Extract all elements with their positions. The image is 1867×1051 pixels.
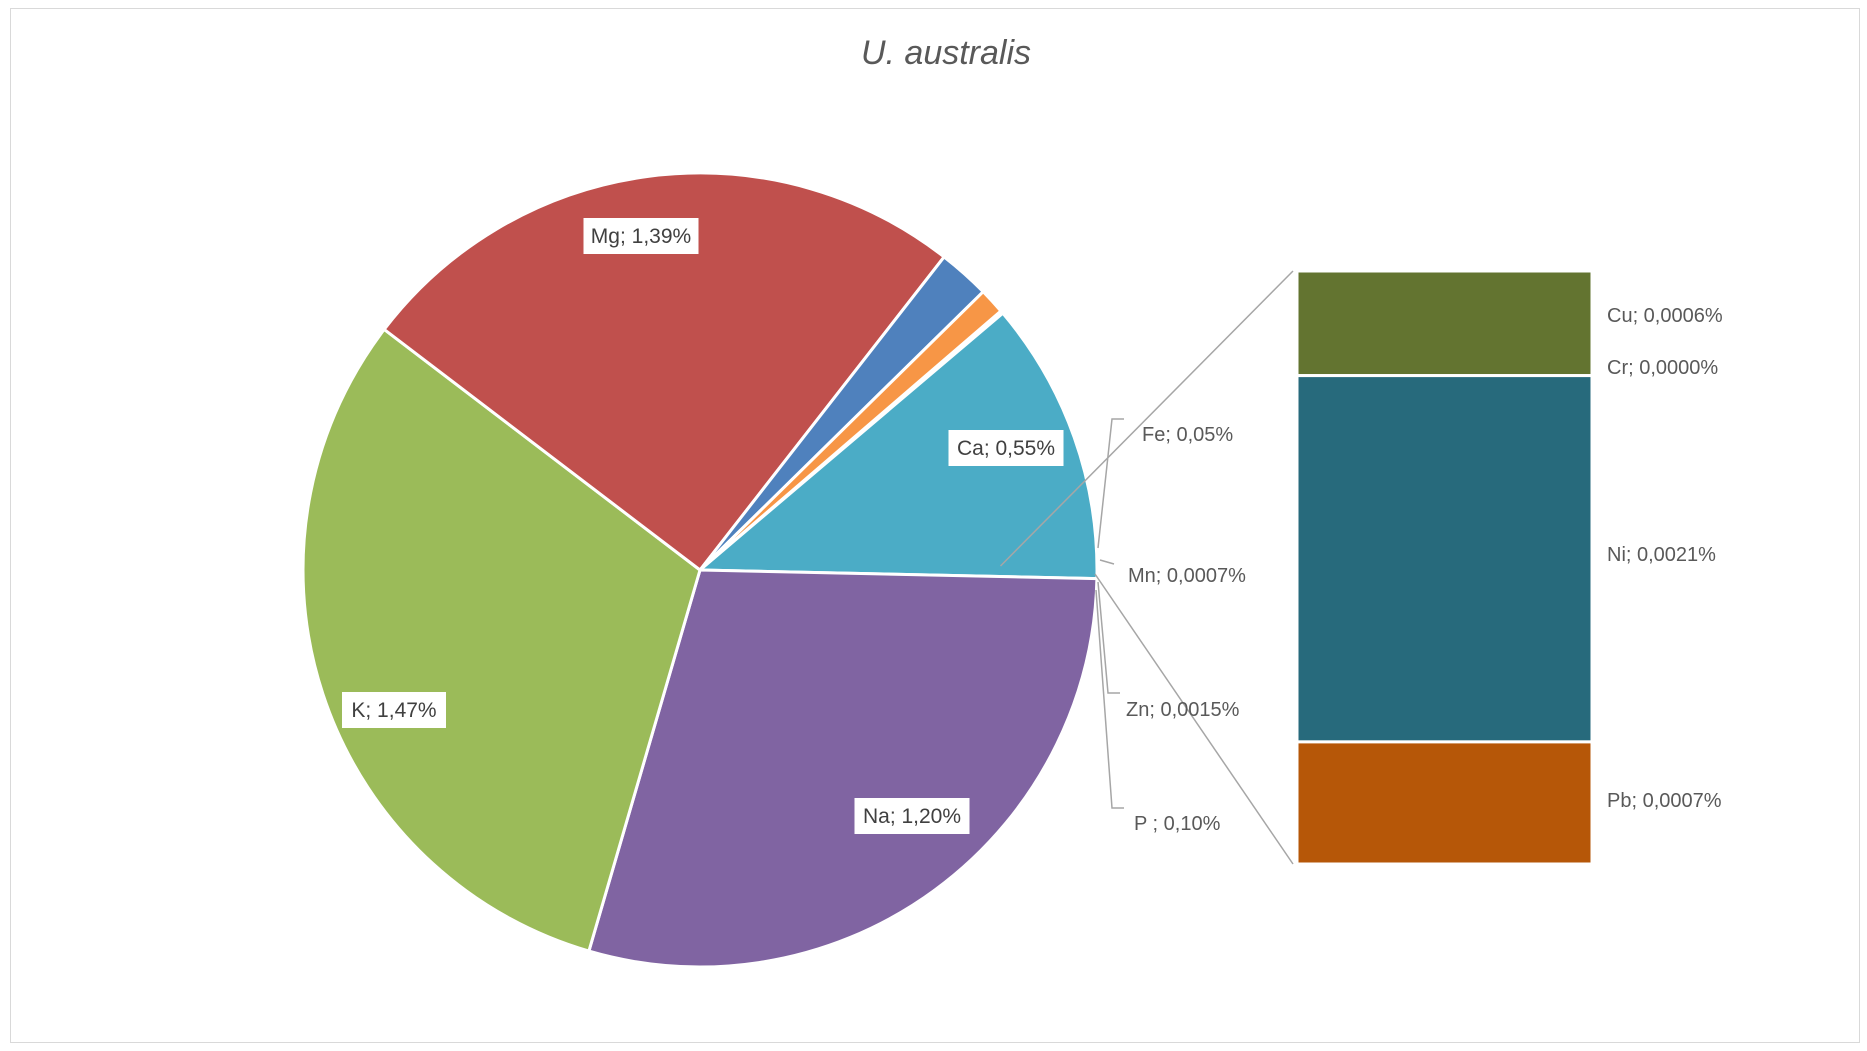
- bar-segment-cu: [1295, 269, 1594, 378]
- pie-slice-k: [301, 327, 702, 953]
- connector-group: [999, 270, 1294, 865]
- data-label-mn: Mn; 0,0007%: [1128, 565, 1246, 587]
- pie-slice-mg: [587, 568, 1099, 969]
- pie-slice-na: [382, 171, 947, 573]
- leader-line-fe: [1097, 418, 1124, 549]
- leader-line-mn: [1099, 559, 1115, 565]
- label-group: Ca; 0,55% Mg; 1,39% K; 1,47% Na; 1,20% Fe; 0…: [342, 218, 1246, 835]
- connector-line-top: [999, 270, 1294, 567]
- data-label-ca: Ca; 0,55%: [957, 437, 1055, 460]
- bar-group: Cu; 0,0006% Cr; 0,0000% Ni; 0,0021% Pb; 0,0…: [1295, 269, 1723, 866]
- pie-group: [301, 171, 1099, 969]
- bar-segment-ni: [1295, 374, 1594, 744]
- leader-line-p: [1095, 589, 1124, 809]
- chart-title: U. australis: [861, 34, 1031, 72]
- data-label-mg: Mg; 1,39%: [591, 225, 691, 248]
- bar-label-cr: Cr; 0,0000%: [1607, 357, 1718, 379]
- connector-line-bottom: [1094, 573, 1294, 865]
- data-label-box-ca: [948, 430, 1064, 466]
- bar-label-pb: Pb; 0,0007%: [1607, 790, 1722, 812]
- bar-segment-pb: [1295, 740, 1594, 866]
- data-label-box-na: [854, 798, 970, 834]
- pie-slice-other: [699, 310, 1004, 571]
- leader-line-zn: [1097, 581, 1120, 694]
- data-label-zn: Zn; 0,0015%: [1126, 699, 1240, 721]
- data-label-p: P ; 0,10%: [1134, 813, 1221, 835]
- data-label-box-mg: [583, 218, 699, 254]
- data-label-na: Na; 1,20%: [863, 805, 961, 828]
- data-label-box-k: [342, 692, 446, 728]
- bar-label-cu: Cu; 0,0006%: [1607, 305, 1723, 327]
- data-label-fe: Fe; 0,05%: [1142, 424, 1233, 446]
- bar-label-ni: Ni; 0,0021%: [1607, 544, 1716, 566]
- pie-slice-ca: [696, 311, 1099, 581]
- data-label-k: K; 1,47%: [351, 699, 436, 722]
